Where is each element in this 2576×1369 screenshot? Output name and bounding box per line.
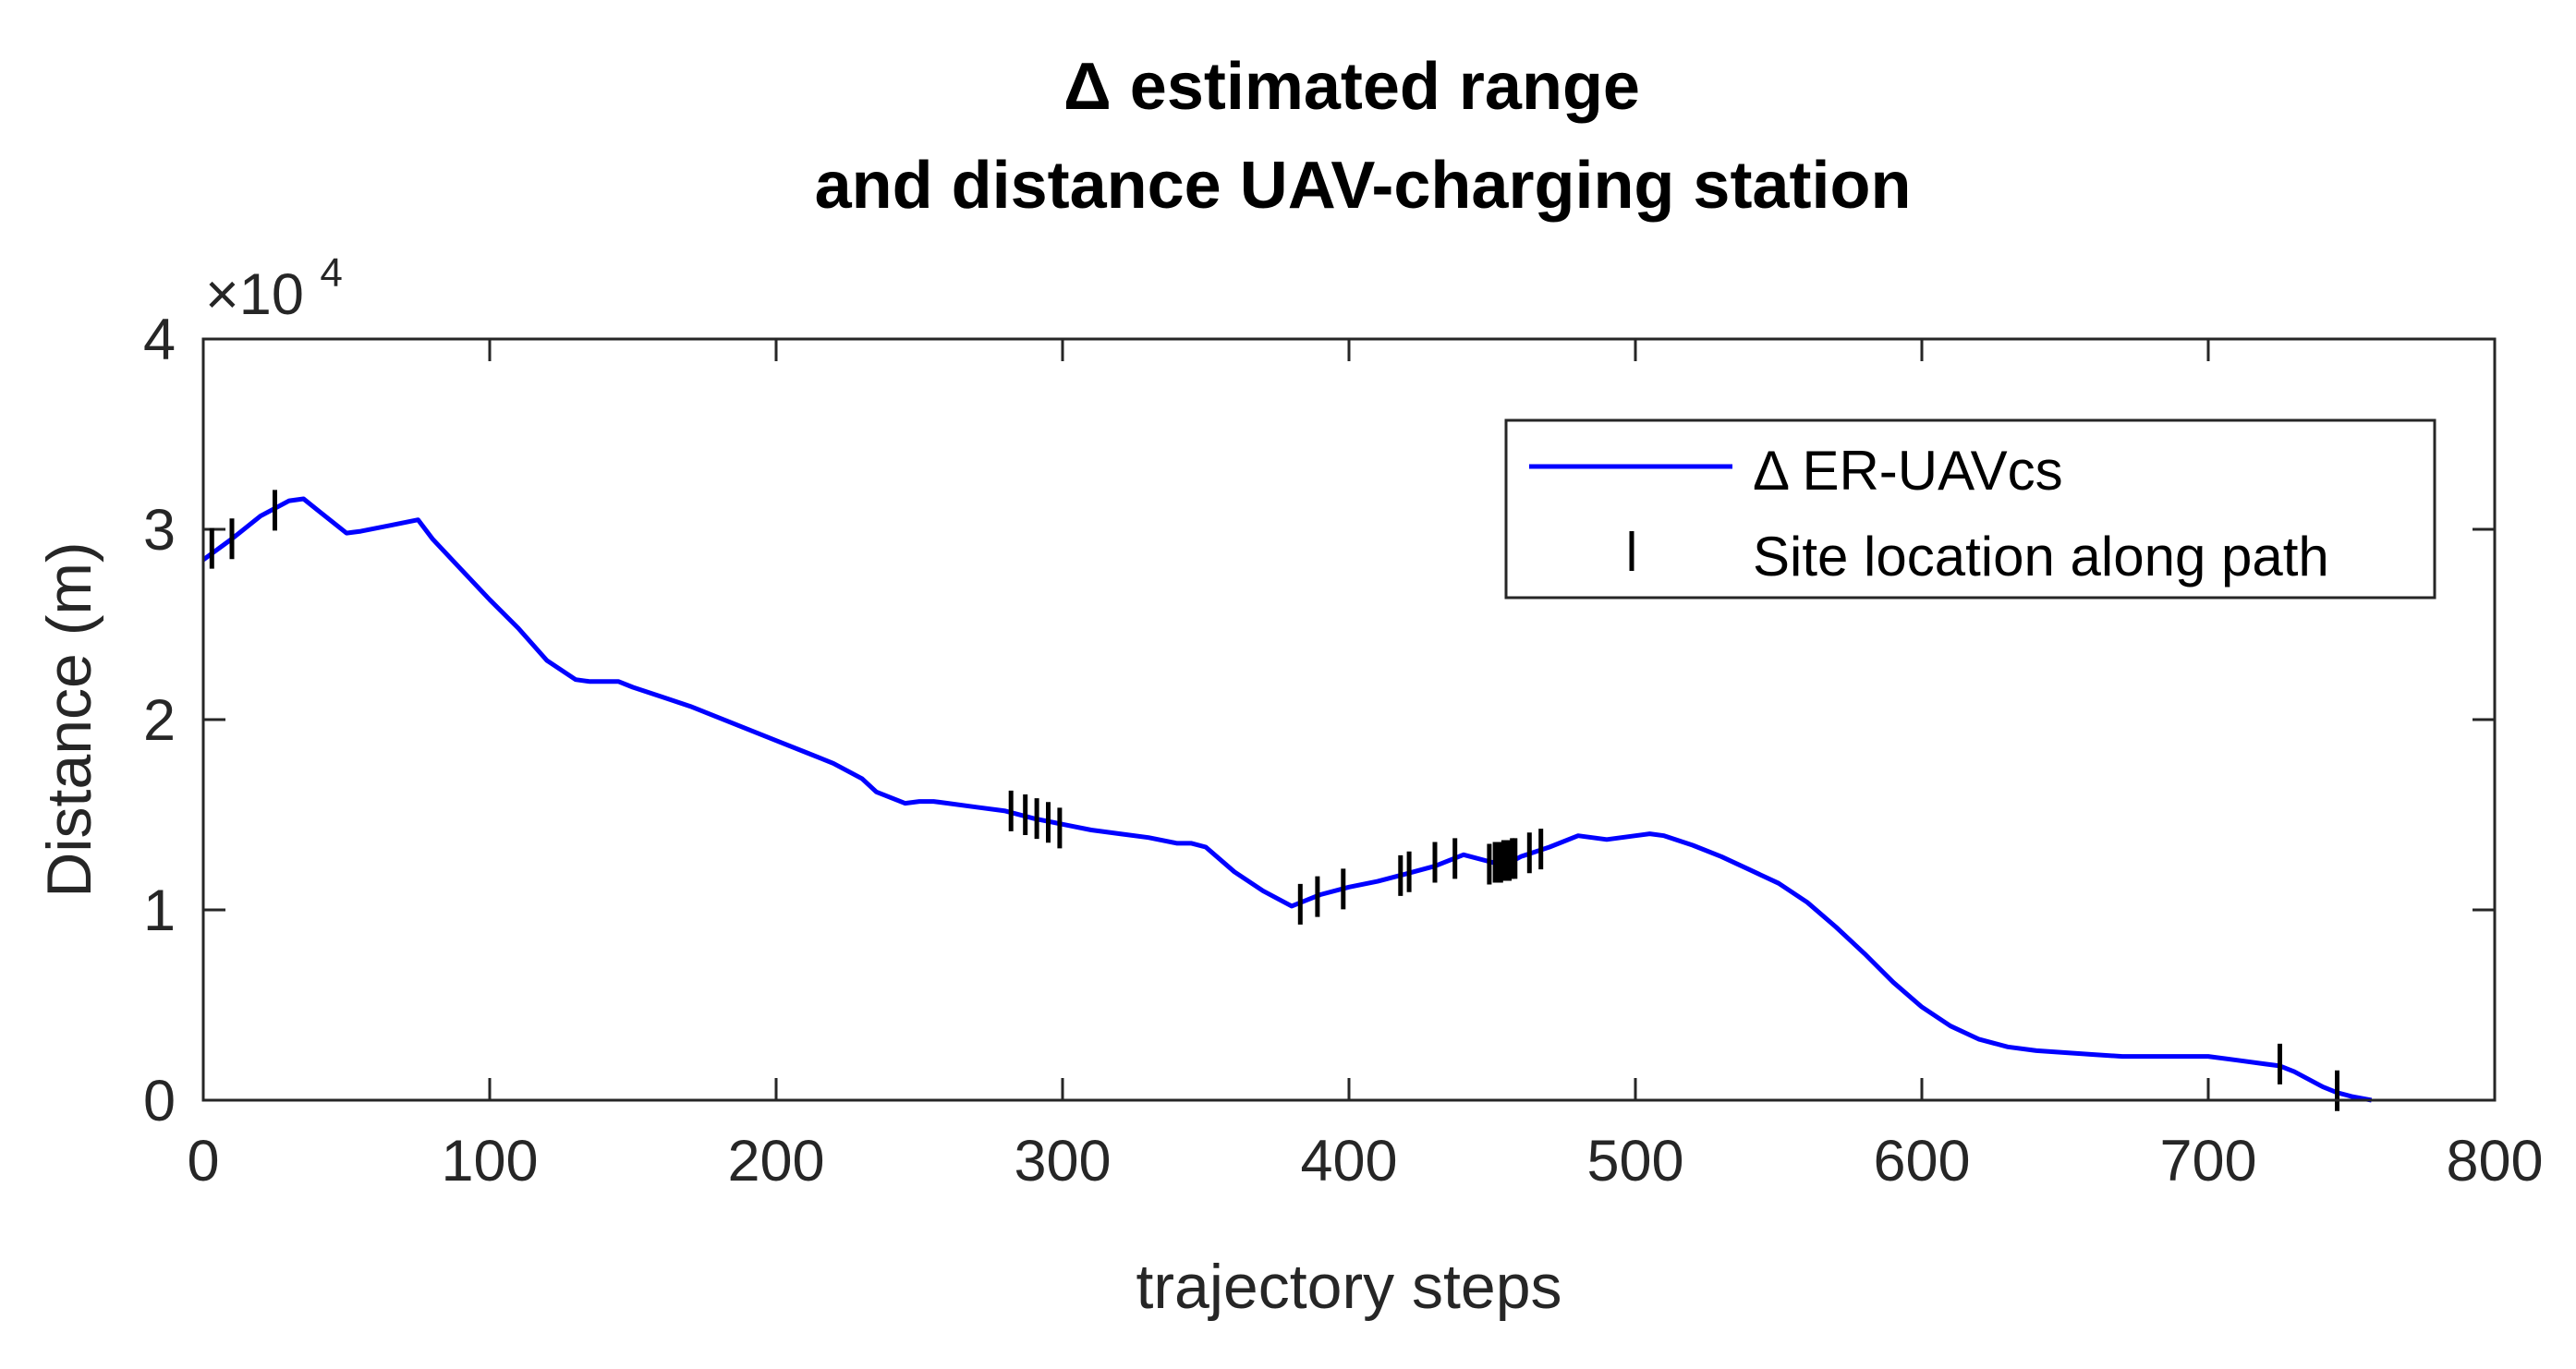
legend: Δ ER-UAVcs Site location along path <box>1504 418 2436 600</box>
axes-box <box>201 337 2497 1102</box>
x-tick-label: 400 <box>1300 1129 1397 1193</box>
chart-title-line-1: Δ estimated range <box>1063 50 1640 124</box>
y-exponent-power: 4 <box>320 250 342 296</box>
y-tick-label: 2 <box>143 688 176 753</box>
x-tick-label: 300 <box>1014 1129 1111 1193</box>
y-tick-label: 4 <box>143 308 176 372</box>
series-line-er-uavcs <box>201 496 2373 1103</box>
legend-box <box>1504 418 2436 600</box>
x-tick-label: 0 <box>187 1129 219 1193</box>
y-axis-ticks: 0 1 2 3 4 <box>143 308 2495 1133</box>
y-tick-label: 3 <box>143 498 176 563</box>
y-exponent-base: ×10 <box>205 262 304 327</box>
x-tick-label: 700 <box>2159 1129 2256 1193</box>
x-tick-label: 500 <box>1586 1129 1683 1193</box>
x-tick-label: 600 <box>1873 1129 1970 1193</box>
series-site-locations <box>209 490 2339 1111</box>
y-tick-label: 1 <box>143 878 176 943</box>
legend-label-site-location: Site location along path <box>1753 526 2329 588</box>
legend-label-er-uavcs: Δ ER-UAVcs <box>1753 440 2063 502</box>
chart-title: Δ estimated range and distance UAV-charg… <box>815 50 1912 223</box>
series-er-uavcs <box>201 496 2373 1103</box>
chart-title-line-2: and distance UAV-charging station <box>815 149 1912 223</box>
y-tick-label: 0 <box>143 1069 176 1133</box>
y-exponent-label: ×10 4 <box>205 250 343 327</box>
x-axis-ticks: 0 100 200 300 400 500 600 700 800 <box>187 339 2544 1193</box>
x-tick-label: 200 <box>727 1129 824 1193</box>
x-axis-label: trajectory steps <box>1136 1252 1561 1322</box>
y-axis-label: Distance (m) <box>34 541 104 897</box>
x-tick-label: 800 <box>2446 1129 2543 1193</box>
x-tick-label: 100 <box>441 1129 538 1193</box>
